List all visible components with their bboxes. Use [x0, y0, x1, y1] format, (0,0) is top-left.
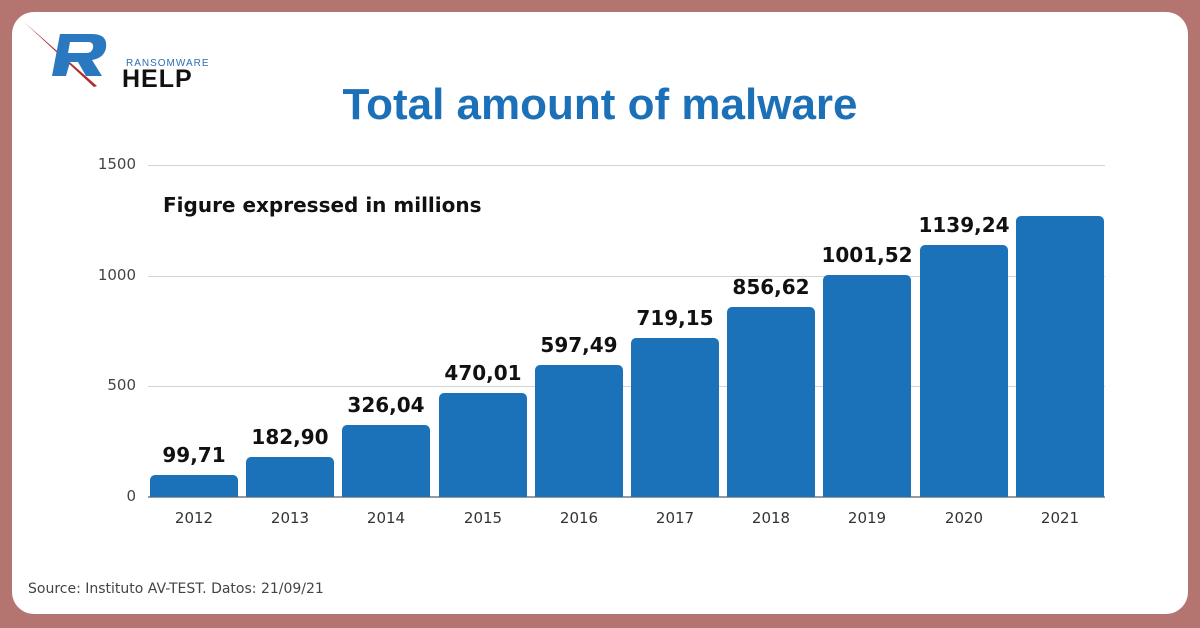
- bar-value-label: 182,90: [251, 425, 329, 449]
- x-tick-label: 2013: [270, 509, 310, 527]
- logo-help-text: HELP: [122, 65, 193, 93]
- logo-ransomware-text: RANSOMWARE: [126, 58, 210, 69]
- bar-value-label: 470,01: [444, 361, 522, 385]
- bar-value-label: 1001,52: [821, 243, 913, 267]
- bar-2019: [823, 275, 911, 497]
- source-note: Source: Instituto AV-TEST. Datos: 21/09/…: [28, 581, 324, 597]
- bar-2021: [1016, 216, 1104, 497]
- bar-2012: [150, 475, 238, 497]
- bar-2018: [727, 307, 815, 497]
- chart-title: Total amount of malware: [342, 80, 858, 129]
- x-tick-label: 2012: [174, 509, 214, 527]
- bar-value-label: 99,71: [162, 443, 226, 467]
- bar-2016: [535, 365, 623, 497]
- x-tick-label: 2020: [944, 509, 984, 527]
- y-tick-label: 1500: [97, 155, 136, 173]
- bar-value-label: 326,04: [347, 393, 425, 417]
- y-tick-label: 500: [107, 376, 136, 394]
- bar-2020: [920, 245, 1008, 497]
- bar-2015: [439, 393, 527, 497]
- gridline: [148, 276, 1105, 277]
- bar-value-label: 719,15: [636, 306, 714, 330]
- x-tick-label: 2017: [655, 509, 695, 527]
- x-tick-label: 2015: [463, 509, 503, 527]
- x-tick-label: 2016: [559, 509, 599, 527]
- x-tick-label: 2019: [847, 509, 887, 527]
- y-tick-label: 1000: [97, 266, 136, 284]
- bar-value-label: 1139,24: [918, 213, 1010, 237]
- gridline: [148, 386, 1105, 387]
- y-tick-label: 0: [126, 487, 136, 505]
- x-tick-label: 2014: [366, 509, 406, 527]
- bar-value-label: 856,62: [732, 275, 810, 299]
- bar-2014: [342, 425, 430, 497]
- x-tick-label: 2021: [1040, 509, 1080, 527]
- chart-subtitle: Figure expressed in millions: [163, 193, 482, 217]
- r-logo-icon: [24, 22, 107, 87]
- gridline: [148, 165, 1105, 166]
- bar-2013: [246, 457, 334, 497]
- bar-value-label: 597,49: [540, 333, 618, 357]
- x-axis-line: [148, 496, 1105, 498]
- x-tick-label: 2018: [751, 509, 791, 527]
- ransomware-help-logo: RANSOMWARE HELP: [22, 20, 209, 93]
- bar-2017: [631, 338, 719, 497]
